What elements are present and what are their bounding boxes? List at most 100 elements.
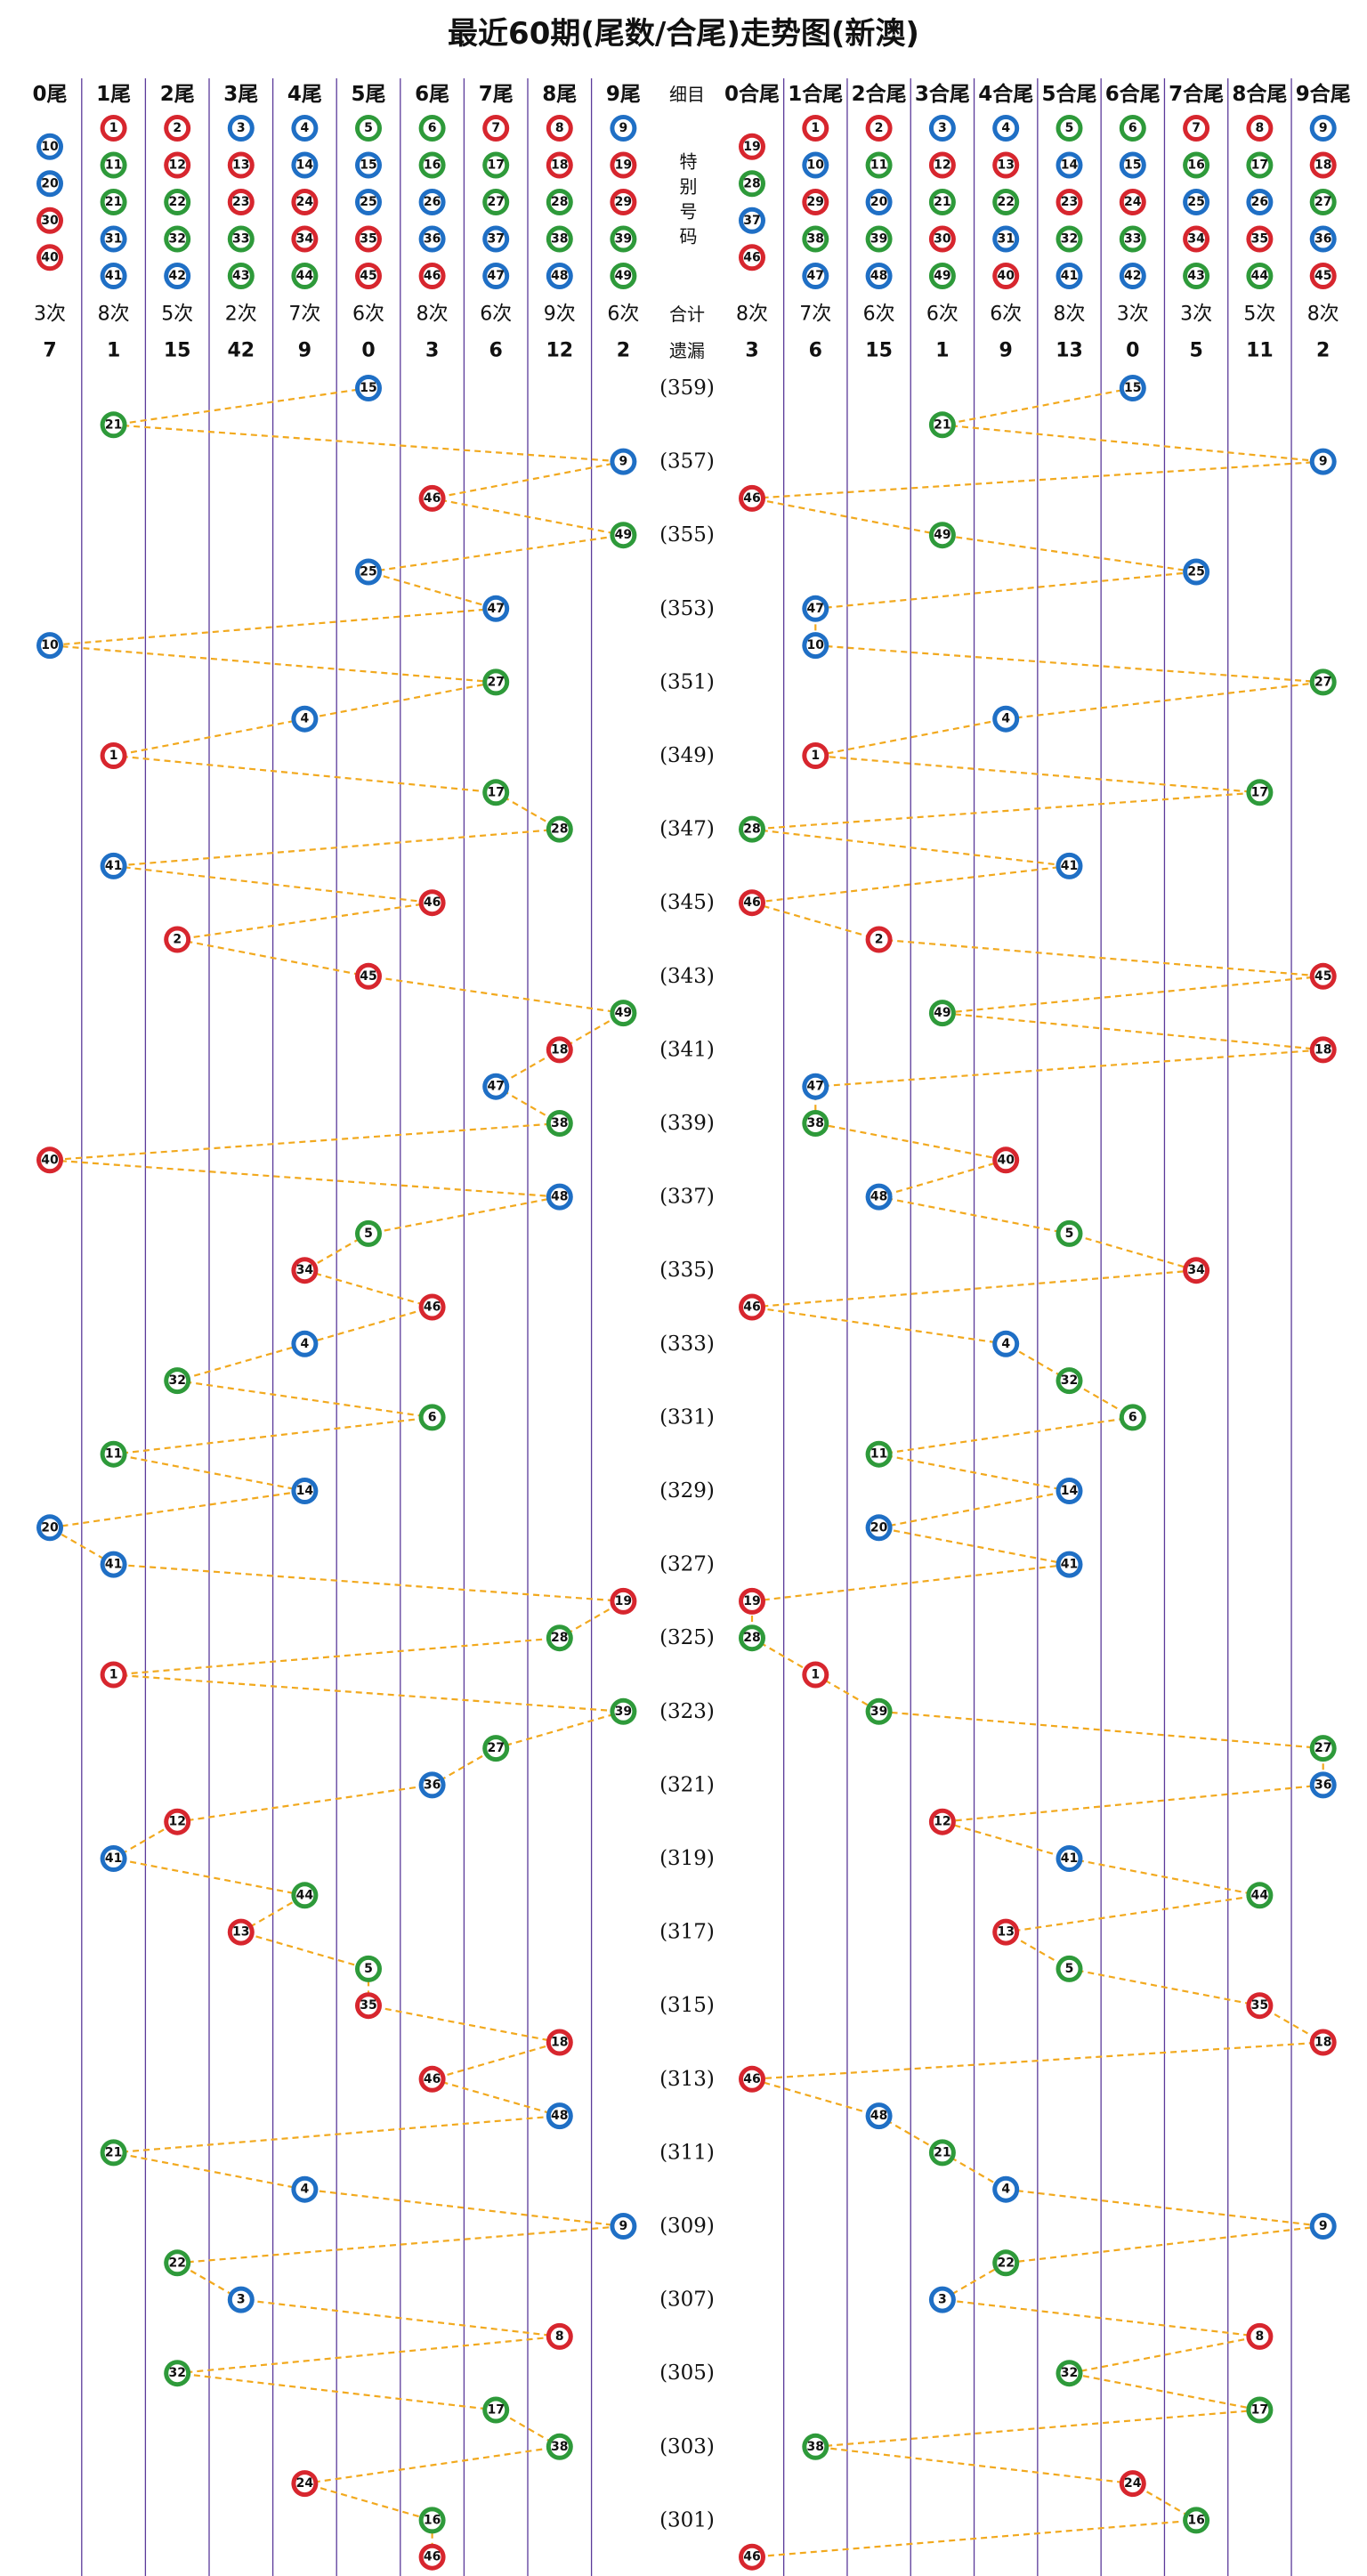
ball: 34	[1183, 225, 1210, 253]
ball-number: 44	[296, 1888, 314, 1902]
ball: 29	[610, 189, 637, 215]
ball: 11	[865, 151, 893, 179]
ball-number: 36	[424, 232, 441, 247]
ball: 2	[865, 115, 893, 142]
ball: 18	[1309, 2029, 1337, 2056]
ball: 36	[1309, 1771, 1337, 1799]
ball-face	[40, 210, 60, 231]
ball-number: 18	[551, 158, 568, 173]
ball-face	[486, 118, 506, 138]
ball-number: 34	[1187, 1263, 1205, 1277]
missing-label: 遗漏	[669, 340, 705, 361]
ball-face	[996, 266, 1016, 286]
ball-face	[1059, 266, 1080, 286]
ball-number: 1	[811, 749, 820, 763]
ball: 47	[802, 595, 829, 622]
ball-number: 16	[424, 2513, 441, 2527]
ball: 47	[802, 263, 829, 289]
ball-face	[869, 929, 889, 950]
ball: 3	[928, 2286, 956, 2313]
column-label: 8合尾	[1232, 82, 1287, 106]
ball-number: 17	[487, 158, 504, 173]
period-label: (341)	[659, 1038, 715, 1061]
ball-face	[805, 155, 826, 175]
ball: 1	[802, 1661, 829, 1689]
ball-number: 5	[364, 1962, 373, 1976]
ball: 27	[1309, 1735, 1337, 1762]
ball-face	[231, 155, 251, 175]
ball-face	[295, 2179, 315, 2199]
ball-number: 13	[997, 1925, 1014, 1940]
ball-number: 36	[1314, 1778, 1331, 1792]
ball-number: 14	[296, 158, 314, 173]
ball-number: 26	[1251, 195, 1268, 209]
ball: 5	[1056, 1219, 1083, 1247]
period-label: (327)	[659, 1553, 715, 1576]
ball: 34	[291, 1257, 319, 1284]
ball: 15	[355, 151, 382, 179]
ball: 25	[1183, 558, 1210, 586]
ball-face	[613, 192, 634, 212]
ball-number: 18	[1314, 1042, 1331, 1057]
chart-title: 最近60期(尾数/合尾)走势图(新澳)	[448, 16, 919, 52]
ball-number: 16	[1187, 158, 1204, 173]
ball-number: 21	[105, 2145, 122, 2159]
ball-face	[359, 378, 378, 398]
ball-face	[805, 1114, 826, 1133]
ball-face	[422, 266, 442, 286]
ball-number: 19	[743, 1594, 760, 1608]
ball-number: 1	[109, 1668, 118, 1682]
ball-number: 13	[232, 158, 249, 173]
ball-number: 21	[934, 417, 950, 432]
ball-number: 46	[424, 2072, 441, 2086]
ball-face	[869, 1701, 889, 1721]
ball: 8	[546, 2322, 573, 2350]
ball-face	[549, 229, 570, 249]
ball: 9	[610, 2213, 637, 2240]
ball-face	[40, 174, 60, 194]
ball: 46	[739, 2543, 765, 2571]
column-label: 5合尾	[1041, 82, 1096, 106]
ball-face	[422, 1407, 442, 1428]
ball: 25	[1183, 189, 1210, 215]
ball: 18	[546, 1036, 573, 1064]
ball-number: 29	[615, 195, 632, 209]
ball-number: 3	[938, 2293, 947, 2307]
ball-number: 4	[1001, 2183, 1010, 2197]
ball-number: 40	[997, 269, 1015, 283]
ball: 44	[291, 1882, 319, 1909]
ball: 18	[546, 151, 573, 179]
ball: 39	[610, 225, 637, 253]
ball-number: 46	[743, 491, 760, 506]
ball-number: 43	[232, 269, 249, 283]
ball-face	[295, 2474, 315, 2494]
ball-face	[996, 229, 1016, 249]
period-label: (323)	[659, 1700, 715, 1723]
ball-face	[1059, 155, 1080, 175]
ball-number: 12	[168, 1815, 185, 1829]
ball-number: 9	[619, 121, 628, 135]
ball: 28	[546, 189, 573, 215]
ball-number: 4	[1001, 1337, 1010, 1351]
ball-face	[359, 155, 378, 175]
ball-number: 10	[807, 638, 825, 652]
ball-number: 39	[615, 1705, 632, 1719]
period-label: (339)	[659, 1112, 715, 1135]
ball-number: 21	[934, 195, 950, 209]
ball: 26	[418, 189, 446, 215]
ball-number: 46	[743, 895, 760, 910]
ball-face	[1122, 266, 1143, 286]
ball: 23	[227, 189, 255, 215]
ball-number: 49	[615, 1006, 632, 1020]
ball-face	[1186, 266, 1207, 286]
ball: 40	[36, 244, 63, 271]
ball-number: 49	[615, 528, 632, 542]
ball-face	[869, 192, 889, 212]
column-count: 6次	[926, 304, 959, 326]
ball-number: 17	[487, 785, 504, 799]
column-missing: 0	[1126, 340, 1139, 362]
ball: 46	[739, 244, 765, 271]
period-label: (355)	[659, 523, 715, 547]
column-count: 8次	[1307, 304, 1339, 326]
ball-face	[742, 2069, 762, 2089]
